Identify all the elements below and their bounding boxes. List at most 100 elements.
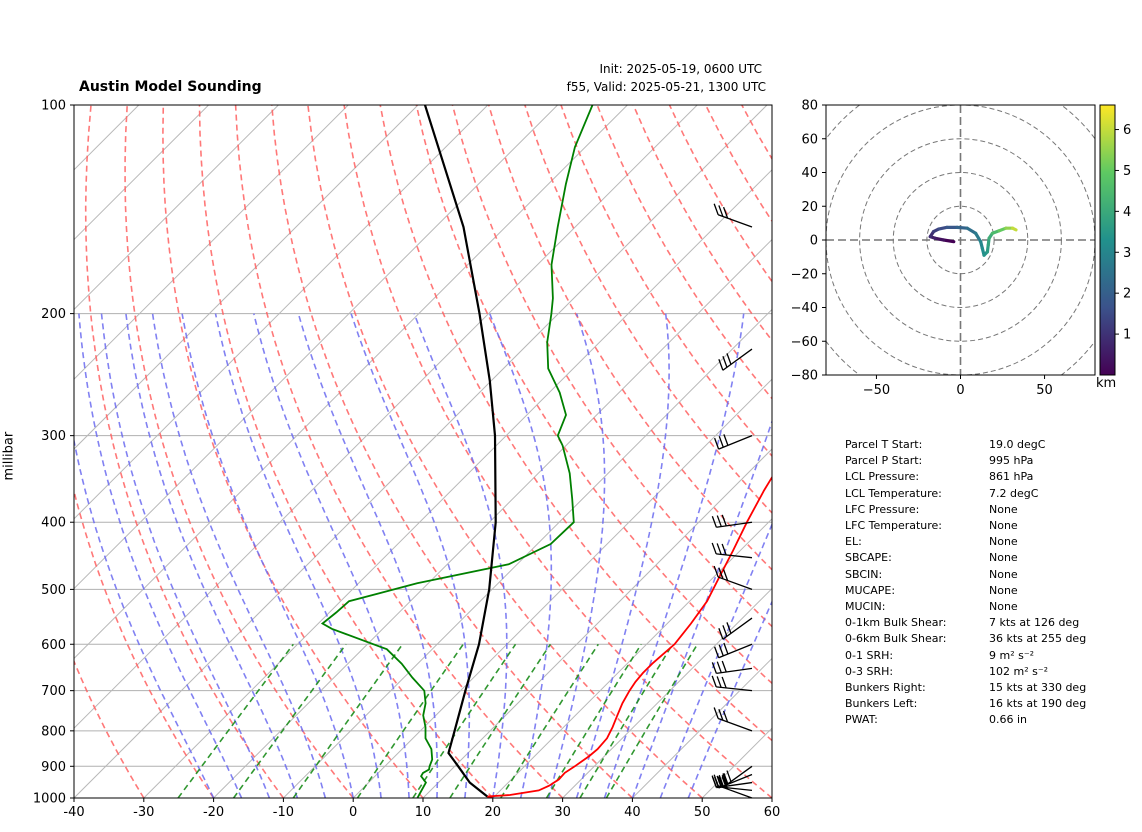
moist-adiabat bbox=[297, 313, 439, 798]
moist-adiabat bbox=[78, 313, 243, 798]
barb-flag bbox=[711, 776, 717, 788]
colorbar-label: km bbox=[1096, 376, 1117, 391]
wind-barb bbox=[713, 565, 753, 590]
y-tick-label: 500 bbox=[41, 583, 66, 598]
barb-flag bbox=[726, 770, 732, 782]
param-row: 0-3 SRH: 102 m² s⁻² bbox=[845, 664, 1086, 680]
param-value: None bbox=[989, 502, 1018, 516]
mixing-ratio-line bbox=[232, 643, 347, 798]
moist-adiabat bbox=[603, 313, 745, 798]
hodo-y-tick-label: −80 bbox=[791, 369, 818, 384]
isotherm-line bbox=[74, 105, 419, 450]
hodo-y-tick-label: 40 bbox=[801, 166, 818, 181]
chart-title: Austin Model Sounding bbox=[79, 79, 262, 95]
wind-barb bbox=[711, 514, 753, 528]
barb-flag bbox=[711, 675, 717, 688]
dry-adiabat bbox=[343, 105, 772, 798]
barb-flag bbox=[716, 515, 722, 527]
param-value: 9 m² s⁻² bbox=[989, 648, 1035, 662]
moist-adiabat bbox=[74, 437, 215, 798]
colorbar-tick-label: 2 bbox=[1123, 287, 1131, 302]
barb-staff bbox=[716, 521, 753, 528]
dry-adiabat bbox=[74, 487, 215, 798]
param-row: LFC Temperature: None bbox=[845, 518, 1086, 534]
param-value: 0.66 in bbox=[989, 713, 1028, 727]
y-tick-label: 600 bbox=[41, 638, 66, 653]
barb-flag bbox=[718, 774, 724, 787]
isotherm-line bbox=[74, 105, 558, 590]
barb-flag bbox=[718, 567, 724, 580]
barb-flag bbox=[711, 516, 717, 528]
barb-flag bbox=[714, 776, 720, 789]
param-label: Bunkers Left: bbox=[845, 697, 918, 711]
hodo-y-tick-label: 20 bbox=[801, 200, 818, 215]
hodo-x-tick-label: −50 bbox=[863, 383, 890, 398]
param-label: 0-1km Bulk Shear: bbox=[845, 616, 947, 630]
barb-flag bbox=[722, 569, 729, 581]
barb-flag bbox=[723, 434, 729, 446]
x-tick-label: 0 bbox=[349, 805, 357, 820]
x-tick-label: 60 bbox=[764, 805, 781, 820]
barb-flag bbox=[722, 625, 728, 637]
x-tick-label: 50 bbox=[694, 805, 711, 820]
x-tick-label: -40 bbox=[63, 805, 84, 820]
hodograph-trace bbox=[1011, 226, 1018, 232]
mixing-ratio-line bbox=[605, 643, 699, 798]
param-value: 995 hPa bbox=[989, 454, 1034, 468]
mixing-ratio-line bbox=[500, 643, 599, 798]
parcel-profile bbox=[423, 105, 497, 798]
isotherm-line bbox=[74, 105, 489, 520]
colorbar-tick-label: 5 bbox=[1123, 164, 1131, 179]
param-value: 7 kts at 126 deg bbox=[989, 616, 1080, 630]
moist-adiabat bbox=[125, 313, 299, 798]
dry-adiabat bbox=[307, 105, 703, 798]
moist-adiabat bbox=[350, 313, 471, 798]
param-value: None bbox=[989, 551, 1018, 565]
param-label: LCL Pressure: bbox=[845, 470, 920, 484]
x-tick-label: 30 bbox=[554, 805, 571, 820]
moist-adiabat bbox=[214, 313, 382, 798]
barb-flag bbox=[718, 709, 724, 721]
mixing-ratio-line bbox=[545, 643, 642, 798]
barb-flag bbox=[716, 543, 722, 555]
hodograph-trace bbox=[974, 231, 983, 244]
hodo-y-tick-label: −20 bbox=[791, 267, 818, 282]
colorbar-tick-label: 4 bbox=[1123, 205, 1131, 220]
param-row: Parcel P Start: 995 hPa bbox=[845, 453, 1086, 469]
isotherm-line bbox=[283, 308, 772, 798]
barb-staff bbox=[722, 348, 753, 371]
dry-adiabat bbox=[271, 105, 633, 798]
barb-staff bbox=[718, 643, 753, 659]
param-value: 861 hPa bbox=[989, 470, 1034, 484]
x-tick-label: -30 bbox=[133, 805, 154, 820]
dry-adiabat bbox=[415, 105, 772, 685]
barb-flag bbox=[718, 776, 724, 788]
param-label: SBCAPE: bbox=[845, 551, 892, 565]
barb-flag bbox=[713, 565, 719, 578]
colorbar bbox=[1099, 104, 1116, 376]
param-row: Parcel T Start: 19.0 degC bbox=[845, 437, 1086, 453]
barb-flag bbox=[722, 356, 728, 368]
isotherm-line bbox=[74, 105, 279, 311]
mixing-ratio-line bbox=[449, 643, 552, 798]
param-label: MUCIN: bbox=[845, 600, 886, 614]
barb-flag bbox=[718, 359, 724, 371]
barb-flag bbox=[723, 773, 729, 785]
barb-flag bbox=[716, 775, 722, 788]
hodo-y-tick-label: −40 bbox=[791, 301, 818, 316]
barb-flag bbox=[713, 203, 719, 215]
wind-barb bbox=[718, 617, 753, 640]
x-tick-label: -10 bbox=[273, 805, 294, 820]
barb-flag bbox=[714, 646, 720, 658]
dry-adiabat bbox=[234, 105, 564, 798]
barb-staff bbox=[716, 667, 753, 675]
barb-flag bbox=[722, 773, 728, 785]
param-row: 0-1 SRH: 9 m² s⁻² bbox=[845, 648, 1086, 664]
param-row: Bunkers Right: 15 kts at 330 deg bbox=[845, 680, 1086, 696]
y-tick-label: 700 bbox=[41, 684, 66, 699]
mixing-ratio-line bbox=[177, 643, 294, 798]
param-value: 36 kts at 255 deg bbox=[989, 632, 1087, 646]
colorbar-tick-label: 1 bbox=[1123, 328, 1131, 343]
moist-adiabat bbox=[659, 522, 772, 798]
